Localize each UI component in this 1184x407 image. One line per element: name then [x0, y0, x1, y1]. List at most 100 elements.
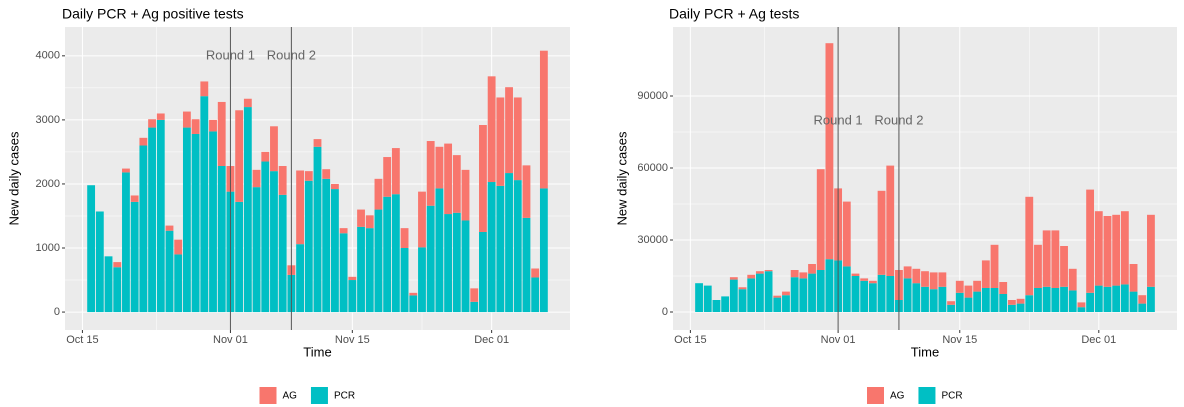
annotation: Round 2: [874, 113, 923, 128]
x-tick-label: Dec 01: [474, 334, 509, 346]
bar: [1077, 302, 1086, 308]
bar: [1147, 286, 1155, 312]
bar: [947, 304, 955, 312]
bar: [531, 277, 540, 313]
bar: [929, 272, 938, 290]
bar: [738, 289, 747, 312]
bar: [1129, 291, 1138, 312]
bar: [1138, 295, 1147, 304]
bar: [808, 264, 816, 274]
bar: [1112, 214, 1121, 286]
x-tick-label: Oct 15: [66, 334, 98, 346]
bar: [400, 248, 409, 313]
bar: [1120, 284, 1129, 312]
bar: [522, 217, 531, 313]
bar: [1060, 286, 1068, 312]
bar: [435, 146, 444, 189]
bar: [816, 270, 825, 312]
annotation: Round 1: [206, 47, 255, 62]
bar: [452, 155, 461, 213]
bar: [1016, 298, 1025, 304]
bar: [842, 266, 851, 312]
bar: [252, 169, 261, 188]
bar: [487, 182, 496, 313]
bar: [921, 271, 929, 287]
bar: [452, 212, 461, 313]
bar: [95, 211, 104, 313]
bar: [860, 280, 869, 312]
y-tick-label: 2000: [36, 178, 60, 190]
bar: [799, 272, 808, 279]
bar: [539, 50, 548, 189]
bar: [182, 127, 191, 313]
bar: [799, 278, 808, 312]
bar: [825, 259, 834, 312]
bar: [999, 294, 1008, 312]
bar: [773, 295, 782, 298]
bar: [391, 194, 400, 313]
legend-label: AG: [890, 391, 905, 402]
bar: [357, 226, 365, 313]
bar: [1086, 189, 1095, 293]
panel: Daily PCR + Ag tests Time New daily cases 0…: [614, 6, 1177, 404]
bar: [1129, 264, 1138, 292]
bar: [461, 169, 470, 221]
bar: [808, 273, 816, 312]
bar: [156, 113, 165, 120]
bar: [1060, 246, 1068, 287]
x-tick-label: Nov 01: [821, 334, 856, 346]
y-tick-label: 90000: [637, 90, 668, 102]
bar: [1147, 214, 1155, 287]
y-tick-label: 1000: [36, 242, 60, 254]
annotation: Round 2: [267, 47, 316, 62]
bar: [1007, 300, 1016, 305]
chart-title: Daily PCR + Ag tests: [669, 6, 799, 22]
bar: [461, 220, 470, 313]
bar: [270, 126, 278, 172]
bar: [200, 96, 209, 313]
bar: [990, 288, 999, 312]
legend-swatch: [310, 387, 328, 404]
bar: [1086, 292, 1095, 312]
bar: [764, 270, 773, 272]
bar: [313, 139, 322, 147]
bar: [304, 171, 313, 181]
bar: [243, 98, 252, 108]
bar: [851, 273, 860, 276]
bar: [1016, 303, 1025, 312]
bar: [235, 110, 244, 202]
bar: [444, 214, 453, 313]
bar: [964, 297, 973, 312]
bar: [1025, 196, 1034, 296]
annotation: Round 1: [814, 113, 863, 128]
bar: [790, 277, 799, 312]
bar: [418, 247, 426, 313]
bar: [947, 301, 955, 305]
bar: [1103, 286, 1112, 312]
legend-swatch: [867, 387, 884, 404]
legend-label: PCR: [941, 391, 962, 402]
bar: [139, 137, 148, 146]
y-tick-label: 3000: [36, 114, 60, 126]
bar: [278, 194, 287, 313]
bar: [816, 169, 825, 270]
bar: [278, 166, 287, 195]
bar: [296, 244, 305, 313]
bar: [505, 87, 513, 174]
bar: [191, 133, 200, 313]
bar: [252, 187, 261, 313]
bar: [365, 228, 374, 313]
bar: [1094, 285, 1103, 312]
bar: [712, 300, 721, 312]
bar: [903, 266, 912, 279]
y-tick-label: 0: [662, 306, 668, 318]
bar: [348, 276, 357, 281]
bar: [1051, 230, 1060, 288]
bar: [409, 292, 418, 296]
bar: [721, 296, 730, 312]
bar: [1025, 295, 1034, 312]
bar: [981, 288, 990, 312]
bar: [444, 143, 453, 215]
